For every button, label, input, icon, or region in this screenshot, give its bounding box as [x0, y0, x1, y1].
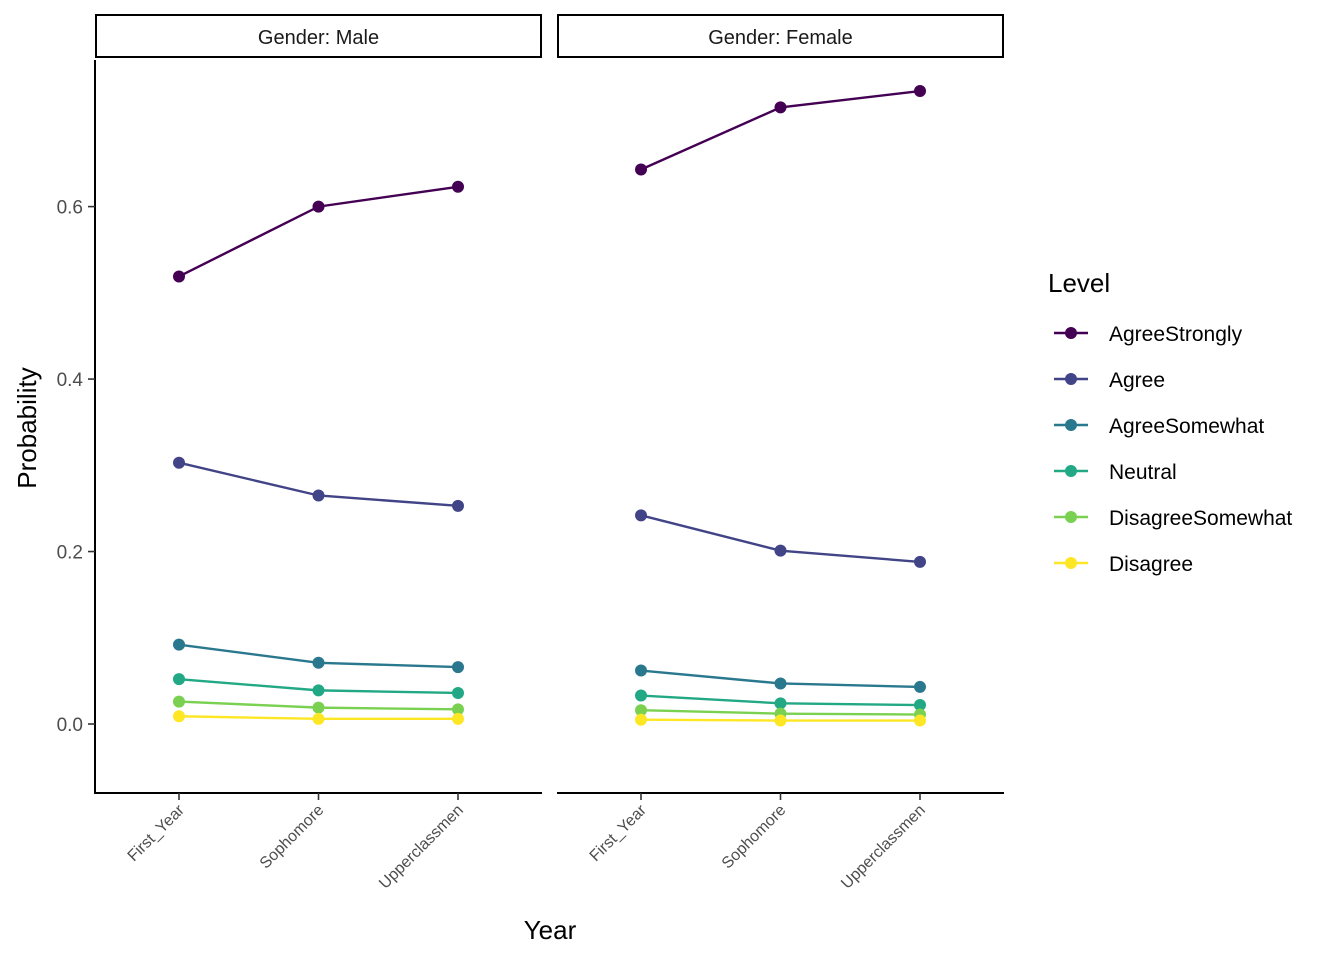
- panel-2: Gender: Female First_Year Sophomore Uppercl…: [557, 14, 1004, 893]
- series-agreesomewhat: [635, 664, 926, 693]
- data-point: [635, 713, 647, 726]
- legend-item: DisagreeSomewhat: [1054, 507, 1292, 530]
- data-point: [452, 499, 464, 512]
- legend-key-point: [1065, 419, 1077, 431]
- legend-key-point: [1065, 557, 1077, 569]
- data-point: [312, 701, 325, 714]
- y-tick-label: 0.6: [57, 198, 83, 219]
- legend-item: Agree: [1054, 369, 1165, 392]
- legend-label: Neutral: [1109, 461, 1177, 484]
- panel-1: Gender: Male First_Year Sophomore Upperclas…: [95, 14, 542, 893]
- series-agreestrongly: [173, 180, 464, 283]
- x-tick-label: Sophomore: [257, 802, 328, 873]
- data-point: [914, 555, 926, 568]
- x-tick-label: Upperclassmen: [376, 802, 467, 893]
- series-agreestrongly: [635, 85, 926, 176]
- data-point: [914, 85, 926, 98]
- y-tick-label: 0.0: [57, 715, 83, 736]
- legend-item: Neutral: [1054, 461, 1177, 484]
- legend: Level AgreeStrongly Agree AgreeSomewhat Neu…: [1048, 268, 1292, 576]
- legend-item: Disagree: [1054, 553, 1193, 576]
- legend-item: AgreeStrongly: [1054, 323, 1243, 346]
- data-point: [774, 677, 787, 690]
- data-point: [173, 695, 185, 708]
- series-disagree: [173, 710, 464, 725]
- series-disagree: [635, 713, 926, 727]
- series-neutral: [173, 673, 464, 699]
- facet-strip-label: Gender: Male: [258, 27, 379, 49]
- series-agreesomewhat: [173, 638, 464, 674]
- data-point: [452, 686, 464, 699]
- data-point: [173, 270, 185, 283]
- legend-key-point: [1065, 373, 1077, 385]
- legend-key-point: [1065, 327, 1077, 339]
- y-tick-label: 0.4: [57, 370, 84, 391]
- legend-label: AgreeSomewhat: [1109, 415, 1264, 438]
- data-point: [312, 489, 325, 502]
- data-point: [914, 699, 926, 712]
- data-point: [452, 703, 464, 716]
- data-point: [312, 684, 325, 697]
- legend-key-point: [1065, 465, 1077, 477]
- data-point: [774, 697, 787, 710]
- series-neutral: [635, 689, 926, 712]
- x-tick-label: First_Year: [125, 801, 189, 865]
- y-axis: 0.0 0.2 0.4 0.6: [57, 60, 96, 794]
- data-point: [452, 180, 464, 193]
- data-point: [635, 664, 647, 677]
- chart-panels: Gender: Male First_Year Sophomore Upperclas…: [95, 14, 1004, 893]
- series-disagreesomewhat: [173, 695, 464, 716]
- data-point: [173, 456, 185, 469]
- x-tick-label: Upperclassmen: [838, 802, 929, 893]
- x-tick-label: Sophomore: [719, 802, 790, 873]
- series-agree: [173, 456, 464, 512]
- series-line: [178, 185, 459, 278]
- y-axis-title: Probability: [12, 367, 42, 488]
- legend-label: AgreeStrongly: [1109, 323, 1243, 346]
- data-point: [914, 680, 926, 693]
- legend-title: Level: [1048, 268, 1110, 298]
- legend-label: Agree: [1109, 369, 1165, 392]
- facet-strip: [557, 14, 1004, 58]
- data-point: [173, 710, 185, 723]
- data-point: [635, 689, 647, 702]
- data-point: [452, 661, 464, 674]
- data-point: [312, 712, 325, 725]
- legend-item: AgreeSomewhat: [1054, 415, 1264, 438]
- series-agree: [635, 509, 926, 568]
- data-point: [774, 101, 787, 114]
- data-point: [635, 163, 647, 176]
- data-point: [312, 656, 325, 669]
- data-point: [452, 712, 464, 725]
- x-tick-label: First_Year: [587, 801, 651, 865]
- y-tick-label: 0.2: [57, 543, 83, 564]
- data-point: [173, 673, 185, 686]
- data-point: [635, 704, 647, 717]
- facet-strip: [95, 14, 542, 58]
- data-point: [312, 200, 325, 213]
- data-point: [914, 714, 926, 727]
- legend-label: DisagreeSomewhat: [1109, 507, 1292, 530]
- data-point: [774, 714, 787, 727]
- legend-label: Disagree: [1109, 553, 1193, 576]
- legend-key-point: [1065, 511, 1077, 523]
- data-point: [173, 638, 185, 651]
- x-axis-title: Year: [524, 915, 577, 945]
- data-point: [635, 509, 647, 522]
- data-point: [774, 544, 787, 557]
- facet-strip-label: Gender: Female: [708, 27, 853, 49]
